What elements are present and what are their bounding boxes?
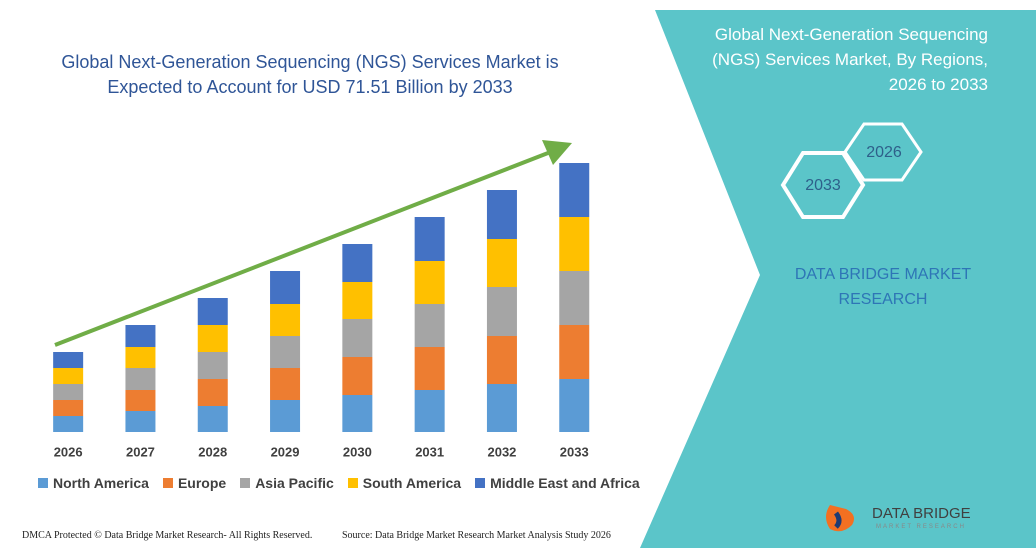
- bar-segment: [125, 390, 156, 411]
- legend-swatch: [475, 478, 486, 488]
- bar-segment: [559, 271, 590, 325]
- chart-title: Global Next-Generation Sequencing (NGS) …: [61, 52, 559, 97]
- legend-item: Asia Pacific: [240, 475, 334, 491]
- bar-segment: [53, 352, 84, 368]
- bar-segment: [270, 400, 301, 432]
- bar-segment: [342, 244, 373, 282]
- bar-segment: [53, 384, 84, 400]
- hexagon: [843, 122, 923, 182]
- x-tick-label: 2028: [198, 444, 227, 459]
- side-panel: [640, 10, 1036, 548]
- x-tick-label: 2026: [54, 444, 83, 459]
- legend-item: North America: [38, 475, 149, 491]
- bar-segment: [342, 395, 373, 432]
- bar-segment: [414, 217, 445, 261]
- bar-segment: [486, 190, 517, 239]
- bar-segment: [486, 239, 517, 287]
- x-tick-label: 2031: [415, 444, 444, 459]
- bar-segment: [270, 336, 301, 368]
- bar-segment: [414, 347, 445, 390]
- legend-label: Middle East and Africa: [490, 475, 640, 491]
- bar-segment: [125, 368, 156, 390]
- logo-tagline: MARKET RESEARCH: [876, 524, 966, 530]
- panel-title: Global Next-Generation Sequencing (NGS) …: [712, 25, 988, 94]
- legend-label: Asia Pacific: [255, 475, 334, 491]
- legend-swatch: [38, 478, 48, 488]
- bar-segment: [559, 163, 590, 217]
- x-tick-label: 2033: [560, 444, 589, 459]
- bar-segment: [270, 368, 301, 400]
- bar-segment: [486, 384, 517, 432]
- bar-segment: [486, 336, 517, 384]
- logo-text: DATA BRIDGE: [872, 505, 971, 522]
- legend-label: South America: [362, 475, 462, 491]
- bar-segment: [342, 282, 373, 319]
- bar-segment: [559, 217, 590, 271]
- legend-swatch: [162, 478, 173, 488]
- bar-segment: [197, 298, 228, 325]
- x-tick-label: 2032: [487, 444, 516, 459]
- bar-segment: [53, 416, 84, 432]
- bar-segment: [197, 325, 228, 352]
- logo-icon: [833, 511, 842, 529]
- bar-segment: [125, 325, 156, 347]
- bar-segment: [125, 411, 156, 432]
- legend-label: Europe: [177, 475, 227, 491]
- bar-segment: [414, 261, 445, 304]
- bar-segment: [414, 390, 445, 432]
- x-tick-label: 2029: [271, 444, 300, 459]
- bar-segment: [559, 325, 590, 379]
- bar-segment: [197, 352, 228, 379]
- hexagon-label: 2026: [866, 144, 902, 161]
- hexagon-label: 2033: [805, 177, 841, 194]
- bar-segment: [53, 400, 84, 416]
- legend-swatch: [347, 478, 358, 488]
- bar-segment: [486, 287, 517, 336]
- legend-item: Europe: [162, 475, 227, 491]
- legend-item: Middle East and Africa: [475, 475, 640, 491]
- legend: North America Europe Asia Pacific South Ame…: [38, 475, 640, 491]
- x-tick-label: 2027: [126, 444, 155, 459]
- bar-segment: [414, 304, 445, 347]
- bar-segment: [342, 319, 373, 357]
- bar-segment: [270, 271, 301, 304]
- bar-segment: [559, 379, 590, 432]
- legend-swatch: [240, 478, 251, 488]
- trend-arrow-head: [542, 140, 572, 165]
- legend-item: South America: [347, 475, 462, 491]
- footer-text: DMCA Protected © Data Bridge Market Rese…: [22, 530, 313, 541]
- bar-segment: [53, 368, 84, 384]
- brand-text: DATA BRIDGE MARKET RESEARCH: [794, 266, 972, 308]
- bar-segment: [197, 379, 228, 406]
- legend-label: North America: [53, 475, 149, 491]
- x-tick-label: 2030: [343, 444, 372, 459]
- hexagon: [780, 151, 866, 219]
- bar-segment: [197, 406, 228, 432]
- footer-text: Source: Data Bridge Market Research Mark…: [342, 530, 611, 541]
- trend-arrow: [54, 151, 549, 347]
- bar-segment: [270, 304, 301, 336]
- bar-segment: [342, 357, 373, 395]
- bar-segment: [125, 347, 156, 368]
